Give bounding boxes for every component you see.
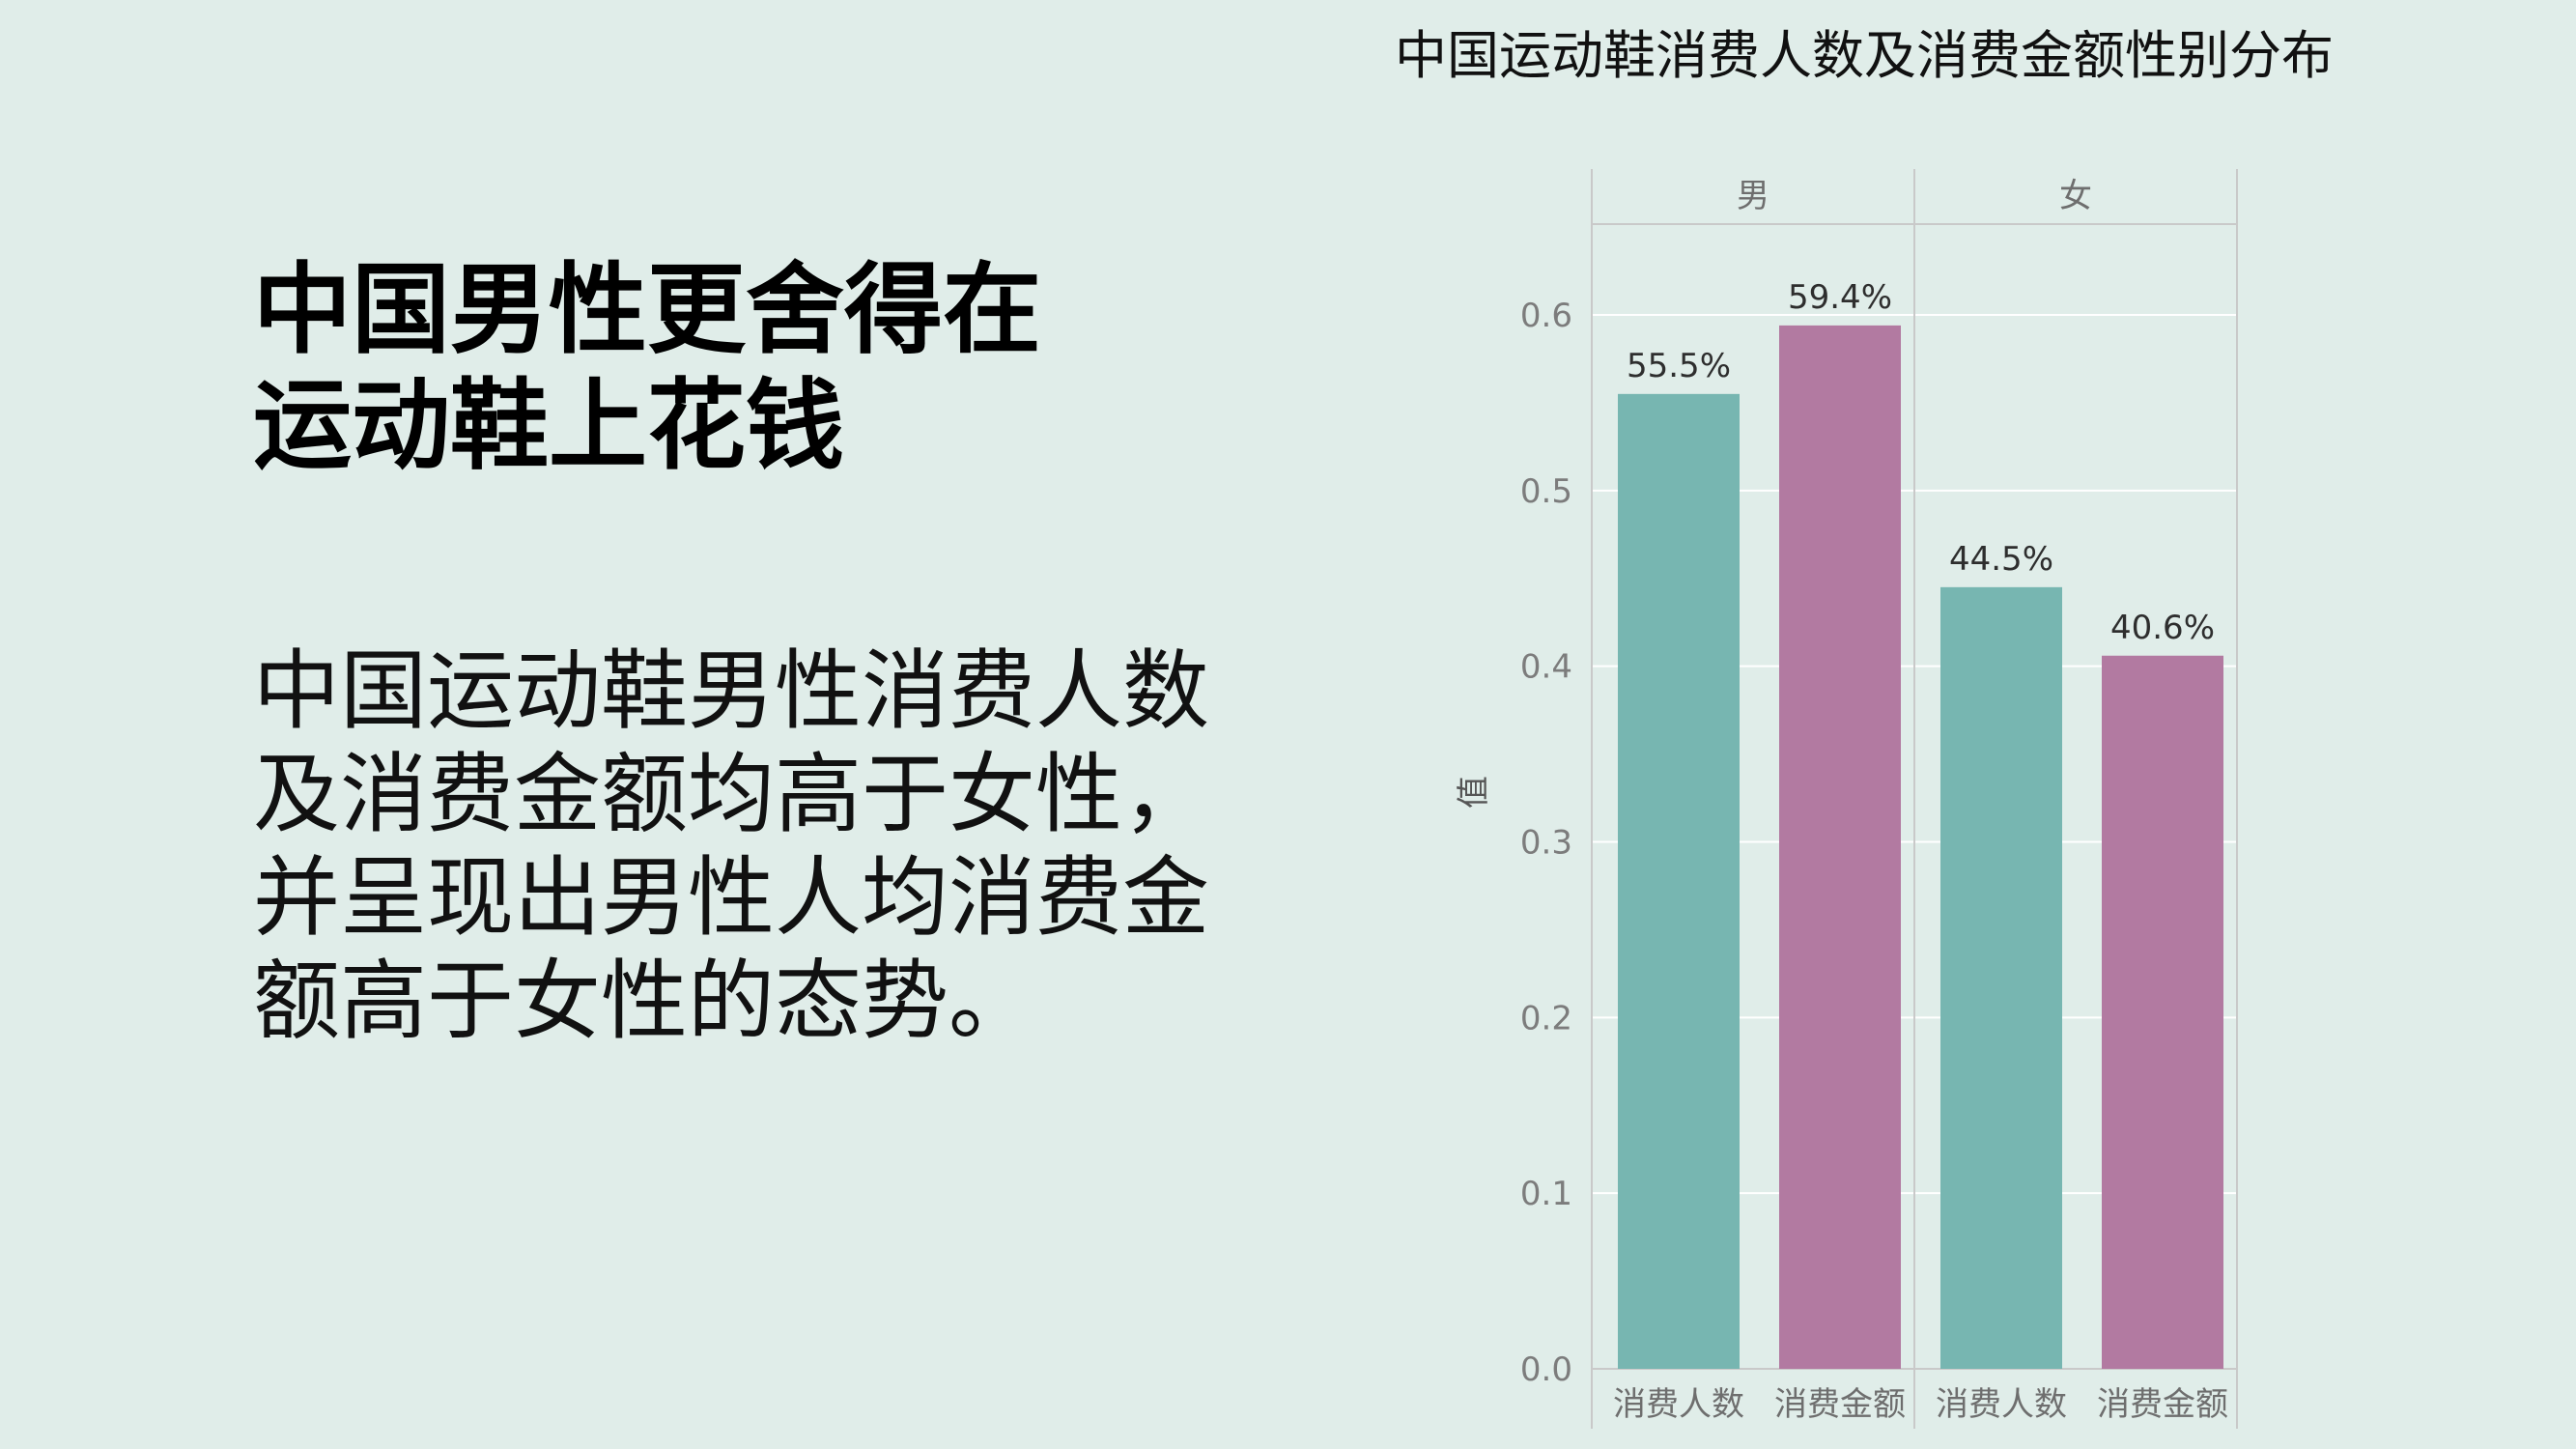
x-category-label: 消费人数 bbox=[1613, 1385, 1744, 1424]
y-tick-label: 0.2 bbox=[1520, 999, 1572, 1037]
body-line-4: 额高于女性的态势。 bbox=[253, 951, 1035, 1052]
bar bbox=[1779, 325, 1901, 1369]
facet-label: 女 bbox=[2059, 177, 2092, 215]
x-category-label: 消费人数 bbox=[1936, 1385, 2067, 1424]
headline-line-2: 运动鞋上花钱 bbox=[253, 369, 844, 484]
y-axis-label: 值 bbox=[1455, 776, 1493, 809]
y-tick-label: 0.0 bbox=[1520, 1350, 1572, 1389]
body-line-1: 中国运动鞋男性消费人数 bbox=[253, 640, 1209, 742]
data-label: 40.6% bbox=[2110, 609, 2215, 647]
bar bbox=[1618, 393, 1740, 1369]
data-label: 44.5% bbox=[1949, 540, 2053, 579]
body-text: 中国运动鞋男性消费人数 及消费金额均高于女性， 并呈现出男性人均消费金 额高于女… bbox=[253, 639, 1229, 1053]
x-category-label: 消费金额 bbox=[2097, 1385, 2228, 1424]
bar bbox=[1940, 586, 2062, 1369]
y-tick-label: 0.3 bbox=[1520, 824, 1572, 863]
body-line-2: 及消费金额均高于女性， bbox=[253, 744, 1209, 845]
headline-line-1: 中国男性更舍得在 bbox=[253, 253, 1041, 368]
y-tick-label: 0.4 bbox=[1520, 648, 1572, 687]
y-tick-label: 0.6 bbox=[1520, 297, 1572, 335]
x-category-label: 消费金额 bbox=[1774, 1385, 1906, 1424]
y-tick-label: 0.1 bbox=[1520, 1175, 1572, 1213]
headline: 中国男性更舍得在 运动鞋上花钱 bbox=[253, 253, 1219, 485]
chart-title: 中国运动鞋消费人数及消费金额性别分布 bbox=[1395, 25, 2334, 86]
bar bbox=[2102, 655, 2223, 1369]
y-tick-label: 0.5 bbox=[1520, 472, 1572, 511]
facet-label: 男 bbox=[1737, 177, 1769, 215]
data-label: 55.5% bbox=[1627, 347, 1731, 385]
data-label: 59.4% bbox=[1788, 278, 1892, 317]
chart-body: 0.0 0.1 0.2 0.3 0.4 0.5 0.6 男 55.5% 消费人数 59.4% 消费金额… bbox=[1520, 169, 2238, 1429]
body-line-3: 并呈现出男性人均消费金 bbox=[253, 847, 1209, 949]
